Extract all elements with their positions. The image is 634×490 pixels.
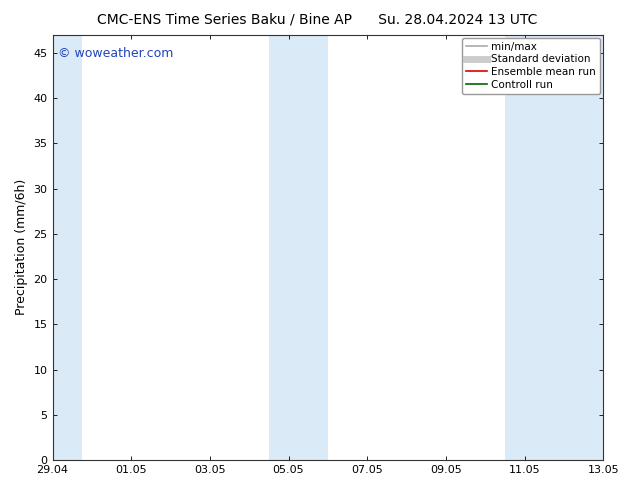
Bar xyxy=(308,35,328,460)
Text: CMC-ENS Time Series Baku / Bine AP      Su. 28.04.2024 13 UTC: CMC-ENS Time Series Baku / Bine AP Su. 2… xyxy=(97,12,537,26)
Bar xyxy=(53,35,82,460)
Text: © woweather.com: © woweather.com xyxy=(58,48,174,60)
Bar xyxy=(505,35,544,460)
Legend: min/max, Standard deviation, Ensemble mean run, Controll run: min/max, Standard deviation, Ensemble me… xyxy=(462,38,600,94)
Bar xyxy=(269,35,308,460)
Y-axis label: Precipitation (mm/6h): Precipitation (mm/6h) xyxy=(15,179,28,316)
Bar xyxy=(544,35,603,460)
